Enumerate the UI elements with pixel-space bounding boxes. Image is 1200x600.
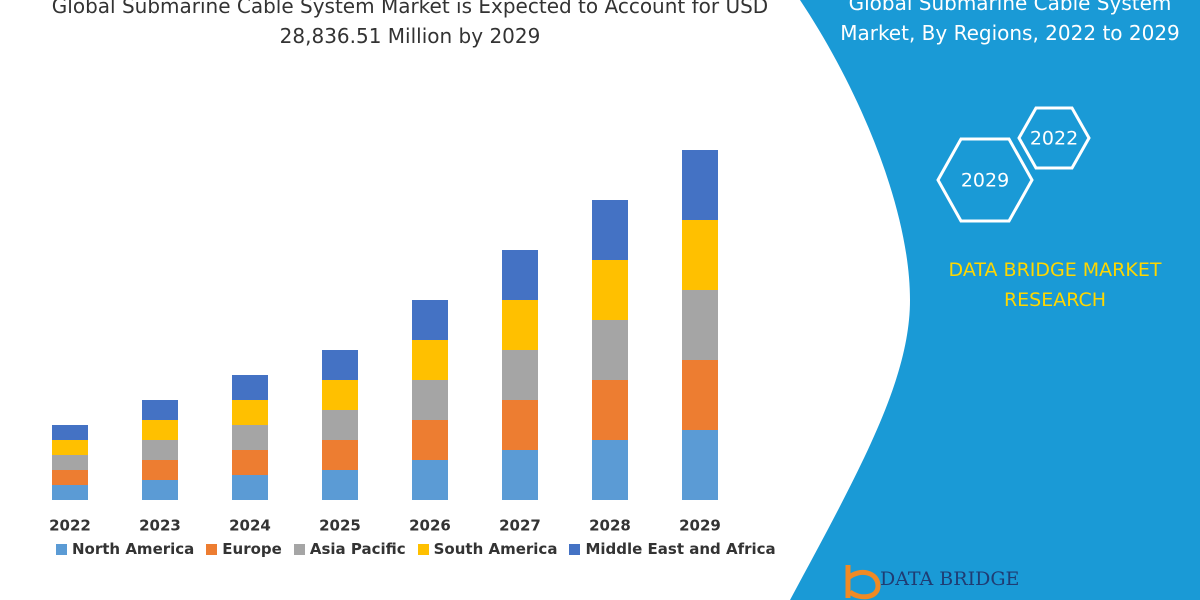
x-tick-label: 2023 xyxy=(139,517,181,535)
bar-segment xyxy=(322,380,358,410)
logo-icon xyxy=(845,565,881,600)
hexagon xyxy=(1017,106,1091,170)
bar-segment xyxy=(52,455,88,470)
bar-segment xyxy=(322,350,358,380)
legend-label: Europe xyxy=(222,540,282,558)
x-tick-label: 2027 xyxy=(499,517,541,535)
bar-segment xyxy=(682,360,718,430)
legend-swatch xyxy=(569,543,581,555)
x-tick-label: 2026 xyxy=(409,517,451,535)
bar-segment xyxy=(232,400,268,425)
bar-segment xyxy=(682,290,718,360)
legend-swatch xyxy=(206,543,218,555)
legend-item: North America xyxy=(56,540,194,558)
x-tick-label: 2022 xyxy=(49,517,91,535)
bar-segment xyxy=(142,460,178,480)
panel-background xyxy=(790,0,1200,600)
bar-segment xyxy=(142,480,178,500)
bar-segment xyxy=(322,440,358,470)
bar-segment xyxy=(592,260,628,320)
legend-swatch xyxy=(417,543,429,555)
x-tick-label: 2028 xyxy=(589,517,631,535)
x-tick-label: 2029 xyxy=(679,517,721,535)
bar-segment xyxy=(412,380,448,420)
logo-text: DATA BRIDGE xyxy=(880,568,1020,590)
bar-segment xyxy=(502,450,538,500)
bar-segment xyxy=(142,420,178,440)
x-tick-label: 2024 xyxy=(229,517,271,535)
bar-segment xyxy=(232,475,268,500)
bar-segment xyxy=(322,470,358,500)
bar-segment xyxy=(52,485,88,500)
bar-segment xyxy=(52,470,88,485)
legend-label: North America xyxy=(72,540,195,558)
legend-label: Middle East and Africa xyxy=(585,540,776,558)
legend-label: Asia Pacific xyxy=(309,540,406,558)
bar-segment xyxy=(502,300,538,350)
bar-segment xyxy=(52,440,88,455)
bar-segment xyxy=(682,430,718,500)
legend-label: South America xyxy=(433,540,558,558)
bar-segment xyxy=(142,400,178,420)
brand: DATA BRIDGE MARKET RESEARCH xyxy=(948,259,1162,311)
bar-segment xyxy=(232,450,268,475)
bar-segment xyxy=(412,420,448,460)
panel-title: Global Submarine Cable System Market, By… xyxy=(840,0,1180,45)
bar-segment xyxy=(412,460,448,500)
x-tick-label: 2025 xyxy=(319,517,361,535)
legend-item: Middle East and Africa xyxy=(569,540,776,558)
bar-segment xyxy=(502,250,538,300)
bar-segment xyxy=(412,340,448,380)
hexagon-label: 2022 xyxy=(1030,128,1078,150)
bar-segment xyxy=(682,220,718,290)
bar-segment xyxy=(502,400,538,450)
legend-swatch xyxy=(293,543,305,555)
legend: North America Europe Asia Pacific South Ame… xyxy=(56,540,776,558)
bar-segment xyxy=(592,440,628,500)
chart-title: Global Submarine Cable System Market is … xyxy=(51,0,769,48)
chart: 2022 2023 2024 2025 2026 2027 2028 2029 xyxy=(49,150,721,535)
bar-segment xyxy=(502,350,538,400)
bar-segment xyxy=(682,150,718,220)
bar-segment xyxy=(592,200,628,260)
legend-swatch xyxy=(56,543,67,555)
bar-segment xyxy=(52,425,88,440)
bar-segment xyxy=(592,320,628,380)
legend-item: South America xyxy=(417,540,558,558)
hexagon-label: 2029 xyxy=(961,170,1009,192)
legend-item: Asia Pacific xyxy=(293,540,406,558)
bar-segment xyxy=(592,380,628,440)
bar-segment xyxy=(232,425,268,450)
bar-segment xyxy=(322,410,358,440)
hexagon xyxy=(936,137,1034,223)
bar-segment xyxy=(412,300,448,340)
bar-segment xyxy=(232,375,268,400)
bar-segment xyxy=(142,440,178,460)
legend-item: Europe xyxy=(206,540,282,558)
